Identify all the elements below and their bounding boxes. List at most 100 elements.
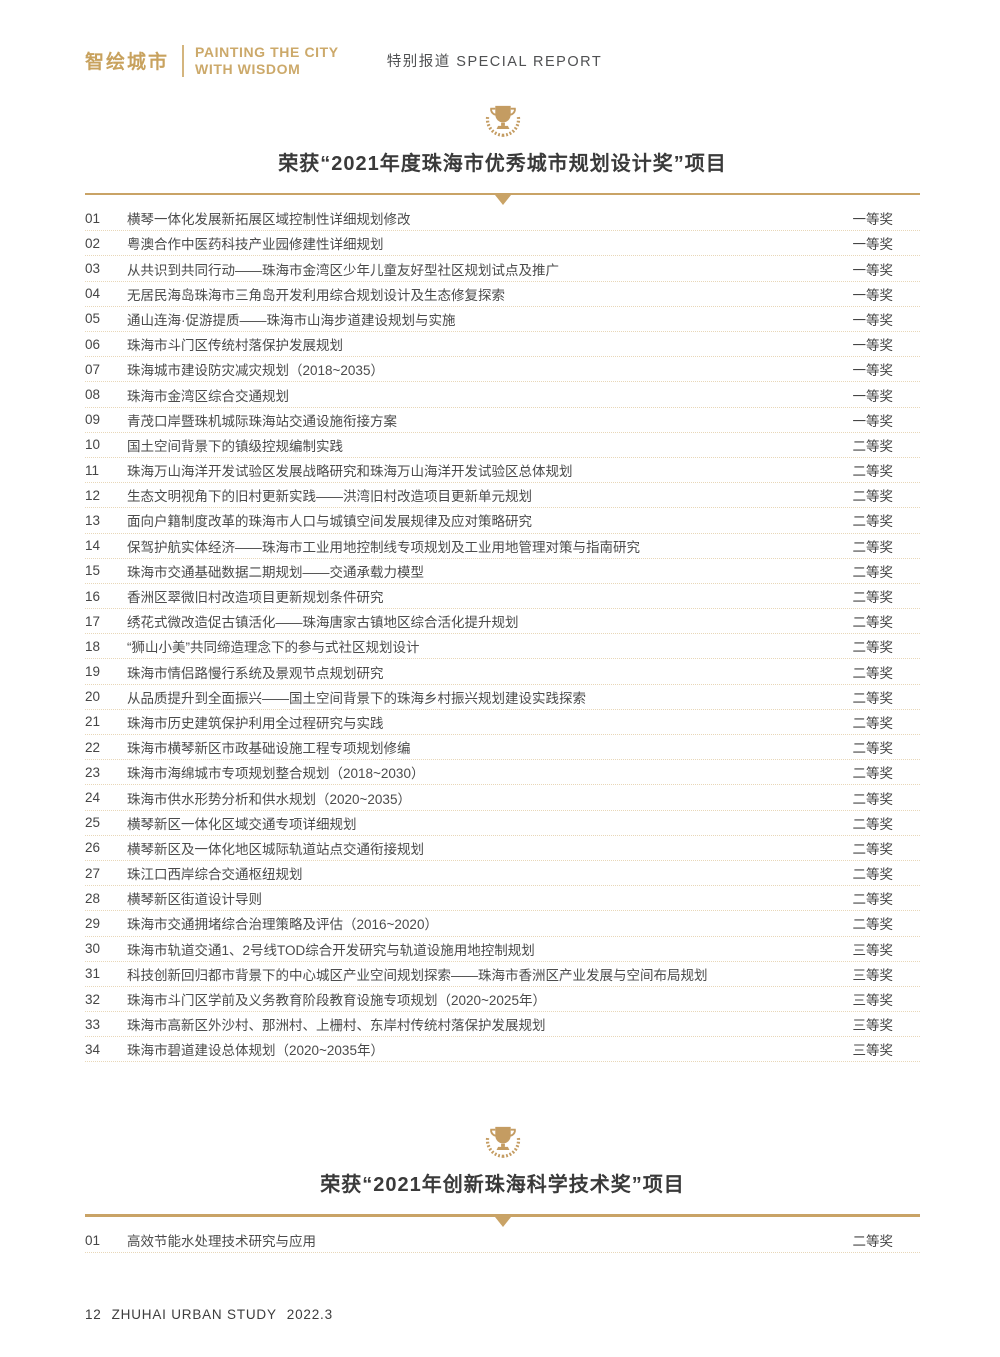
award-row-title: 横琴新区及一体化地区城际轨道站点交通衔接规划 [127, 841, 424, 857]
award-level-badge: 一等奖 [852, 413, 894, 429]
award-level-badge: 一等奖 [852, 338, 894, 354]
award-row: 33 珠海市高新区外沙村、那洲村、上栅村、东岸村传统村落保护发展规划 三等奖 [85, 1012, 920, 1038]
award-row: 26 横琴新区及一体化地区城际轨道站点交通衔接规划 二等奖 [85, 836, 920, 861]
award-row-title: 珠海市碧道建设总体规划（2020~2035年） [127, 1043, 384, 1059]
award-row: 27 珠江口西岸综合交通枢纽规划 二等奖 [85, 861, 920, 887]
logo-english-text: PAINTING THE CITY WITH WISDOM [195, 44, 339, 78]
award-level-badge: 一等奖 [852, 312, 894, 328]
award-row-title: 珠海市轨道交通1、2号线TOD综合开发研究与轨道设施用地控制规划 [127, 942, 535, 958]
award-row-title: 珠海市历史建筑保护利用全过程研究与实践 [127, 715, 384, 731]
award-row-number: 33 [85, 1016, 101, 1032]
trophy-icon [85, 1124, 920, 1162]
award-row-number: 22 [85, 739, 101, 755]
award-row-number: 06 [85, 336, 101, 352]
journal-name: ZHUHAI URBAN STUDY [111, 1307, 277, 1323]
award-row: 09 青茂口岸暨珠机城际珠海站交通设施衔接方案 一等奖 [85, 408, 920, 433]
award-row-number: 21 [85, 714, 101, 730]
award-row-title: 国土空间背景下的镇级控规编制实践 [127, 438, 343, 454]
award-row-title: 珠海市供水形势分析和供水规划（2020~2035） [127, 791, 411, 807]
award-row-number: 14 [85, 538, 101, 554]
award-level-badge: 三等奖 [852, 967, 894, 983]
award-list: 01 横琴一体化发展新拓展区域控制性详细规划修改 一等奖 02 粤澳合作中医药科技产业园… [85, 206, 920, 1063]
magazine-logo: 智绘城市 PAINTING THE CITY WITH WISDOM [85, 44, 339, 78]
award-row: 17 绣花式微改造促古镇活化——珠海唐家古镇地区综合活化提升规划 二等奖 [85, 609, 920, 635]
award-row-title: 珠海市海绵城市专项规划整合规划（2018~2030） [127, 766, 425, 782]
award-row: 24 珠海市供水形势分析和供水规划（2020~2035） 二等奖 [85, 785, 920, 811]
award-row: 11 珠海万山海洋开发试验区发展战略研究和珠海万山海洋开发试验区总体规划 二等奖 [85, 458, 920, 484]
award-row-title: 珠海市斗门区学前及义务教育阶段教育设施专项规划（2020~2025年） [127, 993, 546, 1008]
award-row-number: 32 [85, 991, 101, 1007]
section-head: 荣获“2021年度珠海市优秀城市规划设计奖”项目 [85, 103, 920, 206]
award-level-badge: 二等奖 [852, 715, 894, 731]
award-row: 08 珠海市金湾区综合交通规划 一等奖 [85, 382, 920, 408]
award-row: 30 珠海市轨道交通1、2号线TOD综合开发研究与轨道设施用地控制规划 三等奖 [85, 937, 920, 962]
trophy-icon [85, 103, 920, 141]
award-row-title: 珠海市交通基础数据二期规划——交通承载力模型 [127, 564, 424, 580]
award-row-title: 横琴一体化发展新拓展区域控制性详细规划修改 [127, 212, 411, 228]
award-row-number: 02 [85, 235, 101, 251]
award-level-badge: 三等奖 [852, 1043, 894, 1059]
award-level-badge: 二等奖 [852, 690, 894, 706]
award-row-number: 01 [85, 1232, 101, 1248]
award-row-number: 17 [85, 613, 101, 629]
award-row-title: 青茂口岸暨珠机城际珠海站交通设施衔接方案 [127, 413, 397, 429]
award-row-title: 从品质提升到全面振兴——国土空间背景下的珠海乡村振兴规划建设实践探索 [127, 690, 586, 706]
award-level-badge: 一等奖 [852, 212, 894, 228]
award-level-badge: 一等奖 [852, 287, 894, 303]
issue-number: 2022.3 [286, 1307, 333, 1323]
award-row-number: 07 [85, 361, 101, 377]
award-level-badge: 二等奖 [852, 791, 894, 807]
award-row-title: 面向户籍制度改革的珠海市人口与城镇空间发展规律及应对策略研究 [127, 514, 532, 530]
award-row-title: 无居民海岛珠海市三角岛开发利用综合规划设计及生态修复探索 [127, 287, 505, 303]
award-row-title: 珠海城市建设防灾减灾规划（2018~2035） [127, 363, 384, 379]
award-level-badge: 二等奖 [852, 514, 894, 530]
award-row-number: 34 [85, 1041, 101, 1057]
award-row: 31 科技创新回归都市背景下的中心城区产业空间规划探索——珠海市香洲区产业发展与空… [85, 962, 920, 987]
award-row: 06 珠海市斗门区传统村落保护发展规划 一等奖 [85, 332, 920, 358]
award-row: 01 横琴一体化发展新拓展区域控制性详细规划修改 一等奖 [85, 206, 920, 232]
logo-english-line2: WITH WISDOM [195, 60, 301, 77]
section-title: 荣获“2021年度珠海市优秀城市规划设计奖”项目 [278, 152, 727, 175]
award-row-number: 01 [85, 210, 101, 226]
section-title: 荣获“2021年创新珠海科学技术奖”项目 [320, 1174, 685, 1197]
award-row-title: 通山连海·促游提质——珠海市山海步道建设规划与实施 [127, 312, 456, 328]
award-level-badge: 二等奖 [852, 590, 894, 605]
award-level-badge: 二等奖 [852, 464, 894, 480]
award-row-title: 横琴新区街道设计导则 [127, 892, 262, 908]
award-level-badge: 一等奖 [852, 262, 894, 278]
award-level-badge: 一等奖 [852, 237, 894, 253]
award-row-number: 24 [85, 790, 101, 805]
award-level-badge: 二等奖 [852, 841, 894, 857]
award-row-title: 珠海万山海洋开发试验区发展战略研究和珠海万山海洋开发试验区总体规划 [127, 464, 573, 480]
award-row: 21 珠海市历史建筑保护利用全过程研究与实践 二等奖 [85, 710, 920, 736]
award-level-badge: 一等奖 [852, 388, 894, 404]
award-row: 14 保驾护航实体经济——珠海市工业用地控制线专项规划及工业用地管理对策与指南研究… [85, 534, 920, 559]
award-level-badge: 二等奖 [852, 892, 894, 908]
award-row-number: 03 [85, 261, 101, 277]
award-row: 34 珠海市碧道建设总体规划（2020~2035年） 三等奖 [85, 1037, 920, 1063]
award-row-number: 15 [85, 563, 101, 579]
logo-divider [182, 44, 185, 77]
award-row: 05 通山连海·促游提质——珠海市山海步道建设规划与实施 一等奖 [85, 307, 920, 333]
award-row-number: 12 [85, 487, 101, 503]
award-row-title: 横琴新区一体化区域交通专项详细规划 [127, 816, 357, 832]
awards-section-science: 荣获“2021年创新珠海科学技术奖”项目 01 高效节能水处理技术研究与应用 二等奖 [85, 1124, 920, 1254]
award-row-title: 珠海市交通拥堵综合治理策略及评估（2016~2020） [127, 917, 438, 933]
award-row-title: 绣花式微改造促古镇活化——珠海唐家古镇地区综合活化提升规划 [127, 615, 519, 631]
section-report-label: 特别报道 SPECIAL REPORT [386, 54, 603, 71]
award-level-badge: 二等奖 [852, 766, 894, 782]
award-row: 22 珠海市横琴新区市政基础设施工程专项规划修编 二等奖 [85, 735, 920, 761]
section-head: 荣获“2021年创新珠海科学技术奖”项目 [85, 1124, 920, 1227]
award-level-badge: 二等奖 [852, 741, 894, 757]
award-level-badge: 二等奖 [852, 539, 894, 555]
award-row-number: 30 [85, 941, 101, 957]
award-level-badge: 二等奖 [852, 1234, 894, 1250]
award-row: 16 香洲区翠微旧村改造项目更新规划条件研究 二等奖 [85, 584, 920, 610]
award-level-badge: 二等奖 [852, 564, 894, 580]
award-row: 23 珠海市海绵城市专项规划整合规划（2018~2030） 二等奖 [85, 760, 920, 786]
award-row-number: 27 [85, 865, 101, 881]
awards-section-planning: 荣获“2021年度珠海市优秀城市规划设计奖”项目 01 横琴一体化发展新拓展区域控… [85, 103, 920, 1063]
award-level-badge: 二等奖 [852, 816, 894, 832]
award-row-title: 珠海市情侣路慢行系统及景观节点规划研究 [127, 665, 384, 681]
award-row: 20 从品质提升到全面振兴——国土空间背景下的珠海乡村振兴规划建设实践探索 二等奖 [85, 685, 920, 710]
